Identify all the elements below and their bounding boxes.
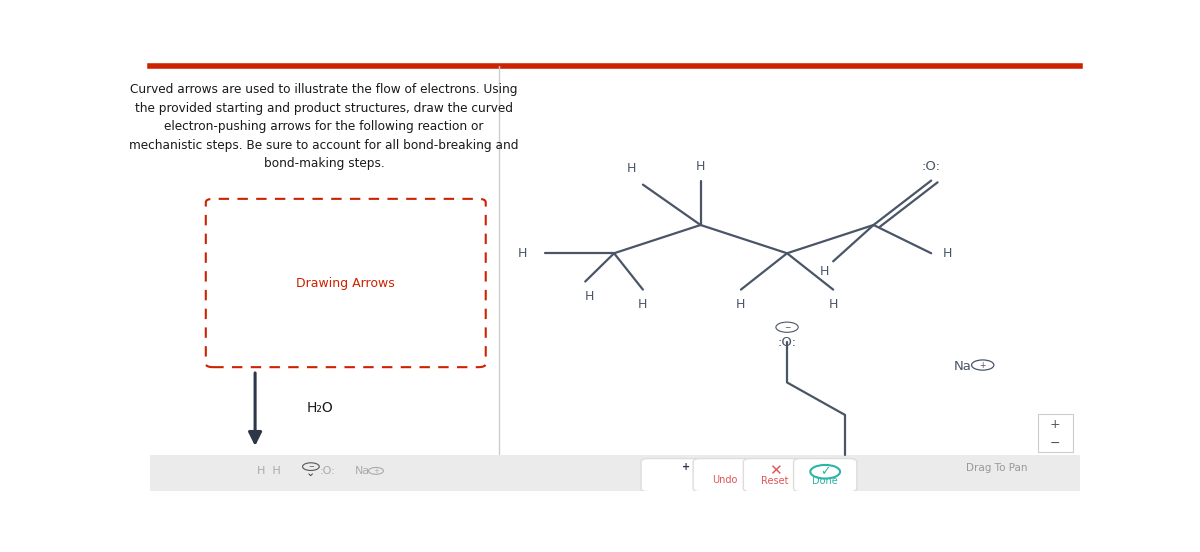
Text: :O:: :O: <box>778 336 797 349</box>
Text: H  H: H H <box>257 466 281 476</box>
Text: H: H <box>828 298 838 311</box>
FancyBboxPatch shape <box>793 459 857 492</box>
Text: ✓: ✓ <box>820 465 830 478</box>
FancyBboxPatch shape <box>743 459 806 492</box>
Text: −: − <box>784 323 791 332</box>
FancyBboxPatch shape <box>1038 414 1073 452</box>
Text: :O:: :O: <box>922 160 941 172</box>
Text: H: H <box>737 298 745 311</box>
FancyBboxPatch shape <box>641 459 704 492</box>
FancyBboxPatch shape <box>694 459 756 492</box>
Text: −: − <box>308 464 314 470</box>
Text: Na: Na <box>354 466 370 476</box>
Text: ⌄: ⌄ <box>306 469 316 479</box>
Text: :O:: :O: <box>319 466 336 476</box>
Text: Curved arrows are used to illustrate the flow of electrons. Using
the provided s: Curved arrows are used to illustrate the… <box>130 83 518 170</box>
Text: +: + <box>682 461 690 471</box>
Text: Drawing Arrows: Drawing Arrows <box>296 277 395 289</box>
Text: H: H <box>586 290 595 302</box>
Bar <box>150 455 1080 491</box>
Text: H: H <box>626 162 636 174</box>
Text: ✕: ✕ <box>768 463 781 479</box>
Text: H: H <box>943 247 952 260</box>
Text: H: H <box>638 298 648 311</box>
Text: +: + <box>1050 418 1061 431</box>
Text: H₂O: H₂O <box>306 401 332 416</box>
Text: H: H <box>696 160 706 172</box>
Text: Na: Na <box>954 360 972 373</box>
Text: Done: Done <box>812 476 838 486</box>
Text: H: H <box>518 247 528 260</box>
Text: +: + <box>979 360 986 369</box>
Text: Drag To Pan: Drag To Pan <box>966 463 1027 473</box>
Text: −: − <box>1050 437 1060 450</box>
Text: Reset: Reset <box>761 476 788 486</box>
Text: +: + <box>373 468 379 474</box>
Text: Undo: Undo <box>712 475 738 485</box>
Text: H: H <box>820 266 829 278</box>
